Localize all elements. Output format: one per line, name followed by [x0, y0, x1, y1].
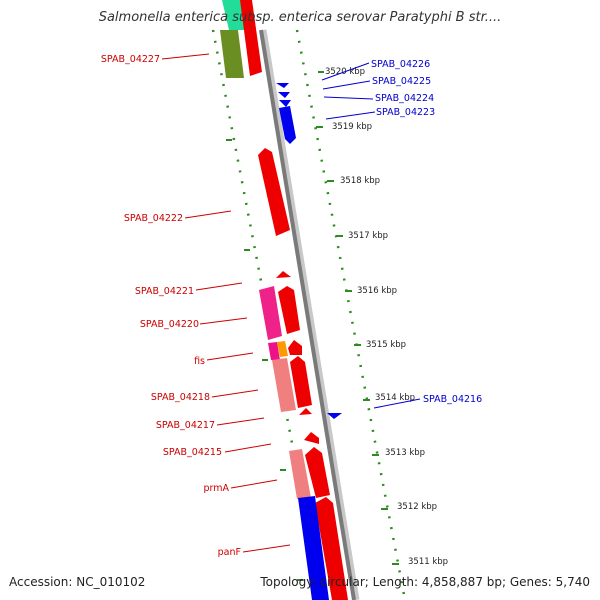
gene-forward-6[interactable]	[290, 356, 312, 408]
gene-reverse-4[interactable]	[279, 106, 296, 144]
cds-feature-pink-a[interactable]	[259, 286, 282, 340]
cds-feature-salmon-b[interactable]	[289, 449, 311, 499]
tick-label-3517: 3517 kbp	[348, 231, 388, 241]
backbone	[259, 29, 356, 600]
gene-label-spab-04218[interactable]: SPAB_04218	[151, 392, 210, 403]
gene-forward-3[interactable]	[276, 271, 291, 278]
gene-label-spab-04220[interactable]: SPAB_04220	[140, 319, 199, 330]
gene-label-spab-04224[interactable]: SPAB_04224	[375, 93, 434, 104]
gene-label-spab-04221[interactable]: SPAB_04221	[135, 286, 194, 297]
kbp-tick-marks	[226, 71, 399, 581]
gene-label-spab-04225[interactable]: SPAB_04225	[372, 76, 431, 87]
tick-label-3519: 3519 kbp	[332, 122, 372, 132]
tick-label-3514: 3514 kbp	[375, 393, 415, 403]
gene-label-spab-04222[interactable]: SPAB_04222	[124, 213, 183, 224]
gene-label-spab-04217[interactable]: SPAB_04217	[156, 420, 215, 431]
tick-label-3511: 3511 kbp	[408, 557, 448, 567]
gene-reverse-6[interactable]	[298, 496, 329, 600]
gene-label-prma[interactable]: prmA	[203, 483, 229, 494]
gene-label-spab-04227[interactable]: SPAB_04227	[101, 54, 160, 65]
gene-reverse-3[interactable]	[279, 100, 291, 107]
gene-label-spab-04215[interactable]: SPAB_04215	[163, 447, 222, 458]
cds-feature-pink-b[interactable]	[268, 342, 280, 360]
gene-label-spab-04223[interactable]: SPAB_04223	[376, 107, 435, 118]
gene-forward-4[interactable]	[278, 286, 300, 334]
tick-label-3512: 3512 kbp	[397, 502, 437, 512]
gene-forward-5[interactable]	[288, 340, 302, 355]
tick-label-3516: 3516 kbp	[357, 286, 397, 296]
gene-reverse-5[interactable]	[327, 413, 342, 419]
cds-feature-salmon-a[interactable]	[272, 358, 296, 412]
gene-forward-1[interactable]	[240, 0, 262, 76]
tick-label-3515: 3515 kbp	[366, 340, 406, 350]
gene-forward-7[interactable]	[299, 408, 312, 415]
gene-label-panf[interactable]: panF	[218, 547, 241, 558]
gene-reverse-1[interactable]	[276, 83, 289, 88]
gene-forward-9[interactable]	[305, 447, 330, 498]
accession-text: Accession: NC_010102	[9, 575, 146, 589]
topology-text: Topology: circular; Length: 4,858,887 bp…	[260, 575, 590, 589]
gene-label-spab-04226[interactable]: SPAB_04226	[371, 59, 430, 70]
gene-forward-10[interactable]	[315, 497, 348, 600]
tick-label-3513: 3513 kbp	[385, 448, 425, 458]
tick-label-3518: 3518 kbp	[340, 176, 380, 186]
cds-feature-orange[interactable]	[277, 341, 288, 357]
gene-label-fis[interactable]: fis	[194, 356, 205, 367]
cds-feature-olive[interactable]	[220, 30, 244, 78]
gene-forward-2[interactable]	[258, 148, 290, 236]
organism-title: Salmonella enterica subsp. enterica sero…	[98, 10, 502, 25]
gene-reverse-2[interactable]	[278, 92, 290, 98]
gene-label-spab-04216[interactable]: SPAB_04216	[423, 394, 482, 405]
gene-forward-8[interactable]	[304, 432, 319, 444]
